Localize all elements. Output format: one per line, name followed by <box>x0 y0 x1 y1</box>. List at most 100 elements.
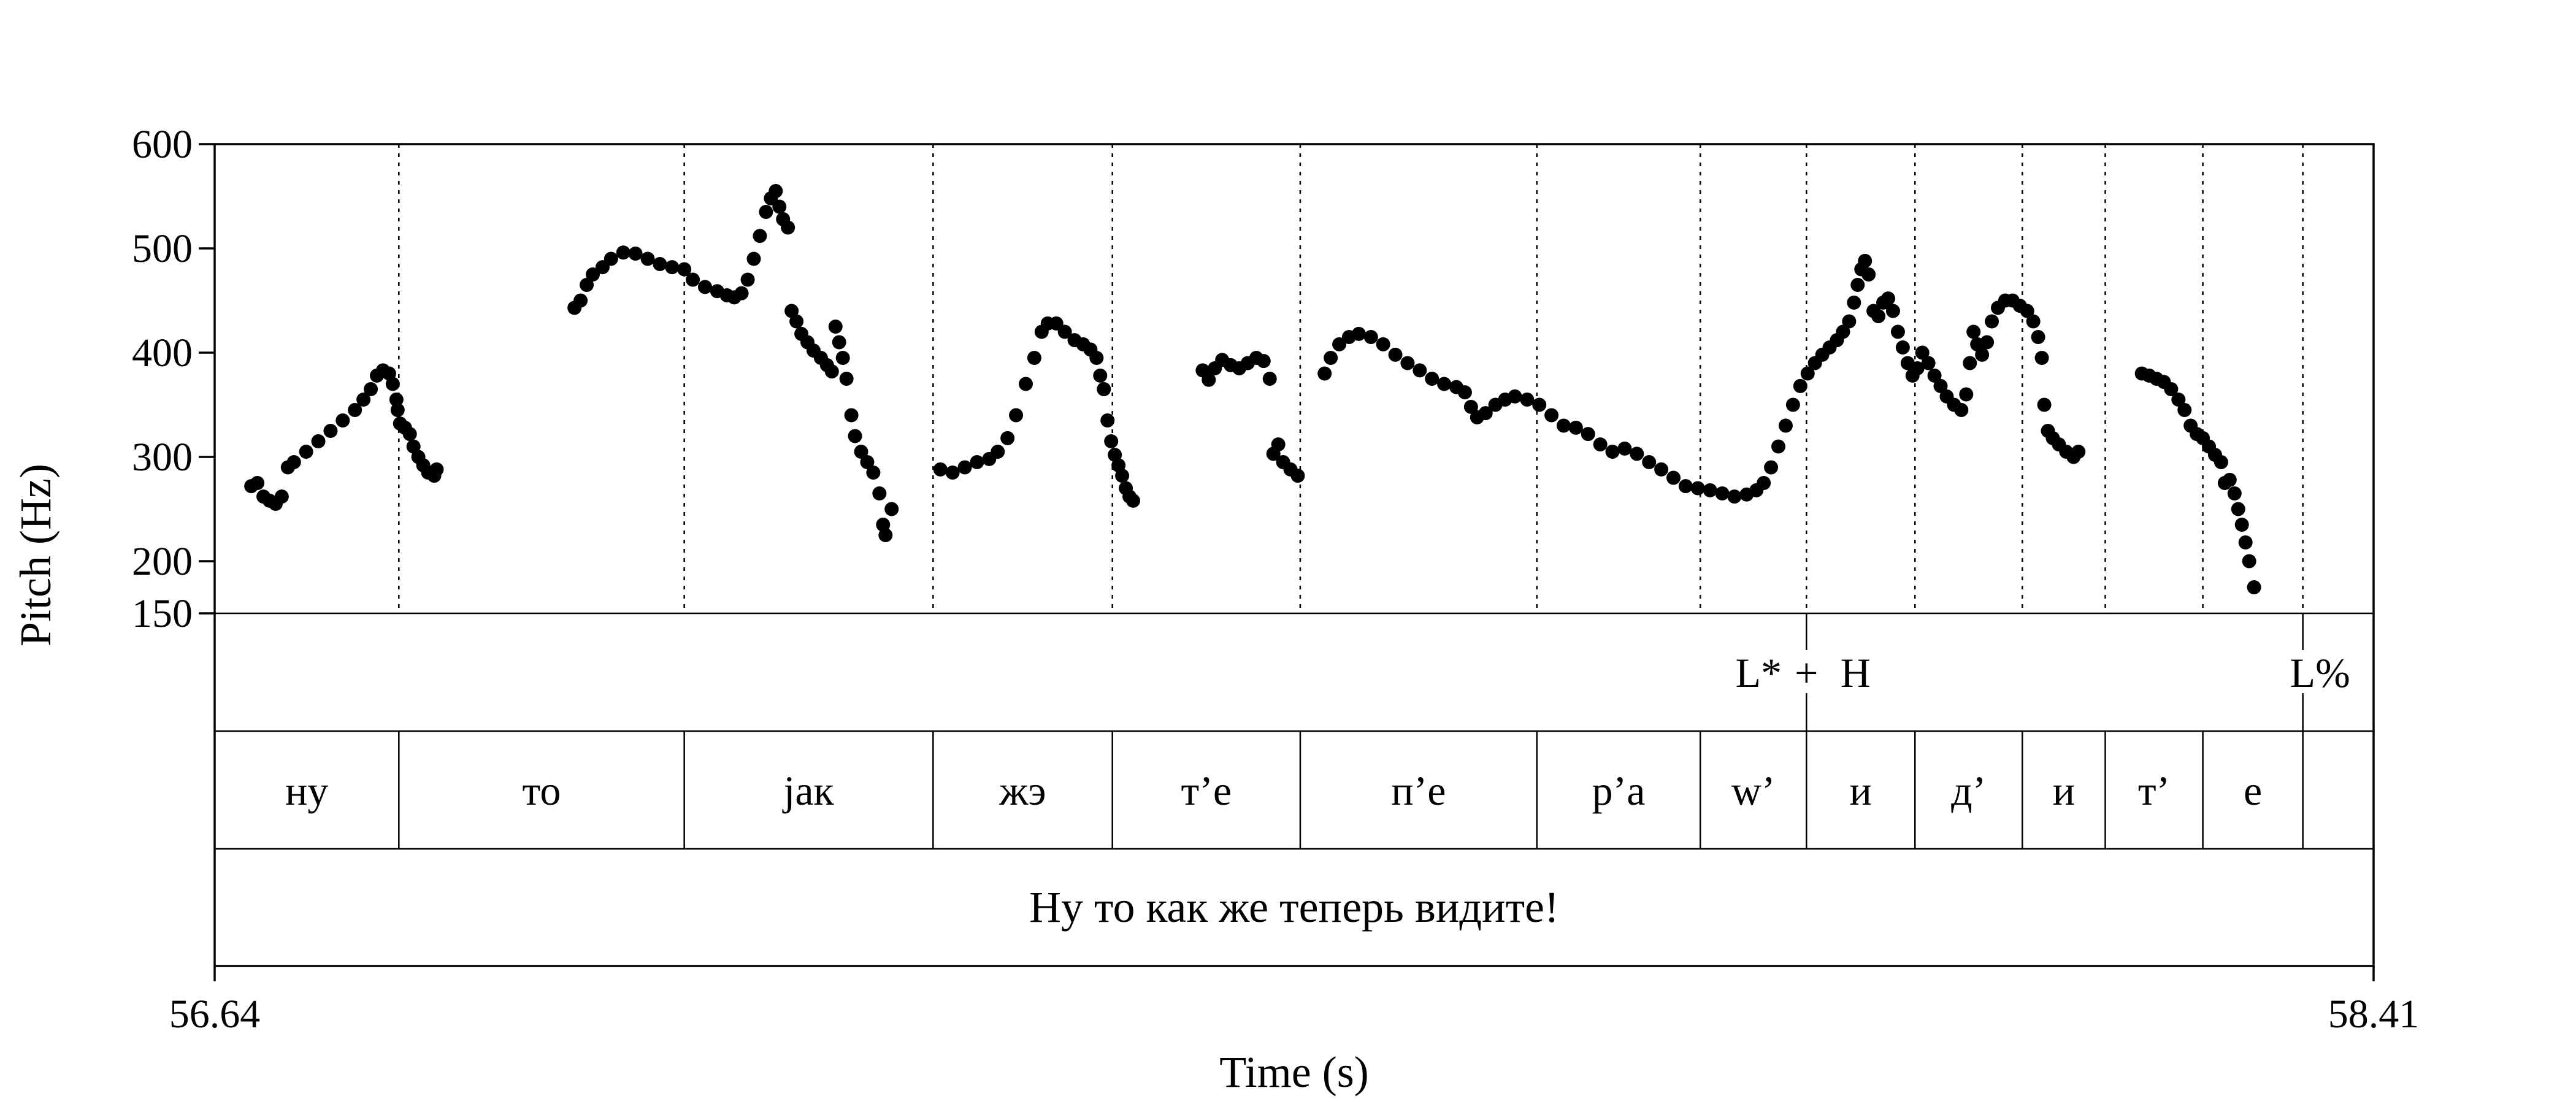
pitch-point <box>1262 372 1277 386</box>
pitch-point <box>1715 486 1730 500</box>
pitch-point <box>1921 356 1936 370</box>
pitch-point <box>1532 397 1547 412</box>
pitch-point <box>1437 377 1452 391</box>
pitch-point <box>1363 330 1378 344</box>
pitch-point <box>390 403 405 417</box>
pitch-point <box>299 445 313 459</box>
y-axis-title: Pitch (Hz) <box>11 464 60 646</box>
pitch-point <box>665 260 680 275</box>
pitch-point <box>1895 340 1910 355</box>
pitch-point <box>1642 455 1657 469</box>
pitch-point <box>1885 304 1900 318</box>
pitch-point <box>1771 439 1786 454</box>
pitch-point <box>2171 393 2186 407</box>
pitch-point <box>580 278 594 292</box>
segment-label: ну <box>285 767 328 814</box>
tone-label: L* <box>1735 650 1782 696</box>
pitch-point <box>740 272 755 287</box>
pitch-point <box>759 205 773 219</box>
pitch-point <box>1544 408 1559 423</box>
pitch-point <box>1963 356 1977 370</box>
segment-label: т’ <box>2138 767 2170 814</box>
pitch-point <box>789 314 804 329</box>
pitch-point <box>1027 351 1041 365</box>
segment-label: д’ <box>1951 767 1986 814</box>
pitch-point <box>1425 372 1439 386</box>
pitch-point <box>1959 387 1974 402</box>
pitch-point <box>832 335 846 350</box>
pitch-point <box>1690 481 1705 496</box>
pitch-point <box>1757 476 1771 490</box>
pitch-point <box>1654 462 1669 477</box>
pitch-point <box>1317 366 1332 381</box>
pitch-point <box>1400 356 1415 370</box>
segment-tier: ну то jак жэ т’е п’е р’а w’ и д’ и т’ е <box>285 731 2304 849</box>
pitch-point <box>1927 368 1942 383</box>
x-axis-title: Time (s) <box>1219 1048 1368 1097</box>
pitch-point <box>1000 431 1015 445</box>
pitch-point <box>860 455 875 469</box>
tone-label: H <box>1841 650 1871 696</box>
pitch-point <box>848 429 862 443</box>
pitch-point <box>1850 278 1865 292</box>
pitch-point <box>835 351 850 365</box>
pitch-point <box>1666 470 1681 485</box>
pitch-point <box>1605 445 1620 459</box>
pitch-point <box>1581 427 1595 442</box>
pitch-point <box>1847 295 1861 310</box>
pitch-point <box>585 267 600 282</box>
pitch-point <box>2227 486 2242 500</box>
segment-label: е <box>2244 767 2262 814</box>
pitch-point <box>1871 309 1886 323</box>
pitch-point <box>1089 351 1104 365</box>
pitch-point <box>2242 554 2256 569</box>
pitch-point <box>1271 437 1286 452</box>
plot-frame <box>213 143 2375 967</box>
pitch-point <box>1324 351 1338 365</box>
pitch-point <box>1463 399 1478 414</box>
pitch-point <box>828 320 843 334</box>
pitch-point <box>1793 378 1807 393</box>
pitch-point <box>1915 345 1930 360</box>
x-axis: 56.64 58.41 <box>169 966 2419 1037</box>
pitch-point <box>323 424 338 438</box>
pitch-point <box>1980 335 1995 350</box>
pitch-point <box>2164 382 2179 396</box>
pitch-point <box>2238 535 2253 550</box>
pitch-point <box>866 466 881 480</box>
pitch-point <box>1890 324 1905 339</box>
segment-boundaries <box>398 144 2304 613</box>
pitch-point <box>1727 489 1742 504</box>
pitch-point <box>1376 337 1390 351</box>
pitch-point <box>2026 314 2041 329</box>
pitch-point <box>364 382 378 396</box>
pitch-point <box>311 434 326 448</box>
y-tick-label: 150 <box>132 591 193 636</box>
pitch-point <box>2231 502 2245 516</box>
pitch-point <box>2247 580 2261 594</box>
pitch-point <box>844 408 859 423</box>
pitch-point <box>348 403 362 417</box>
pitch-point <box>1125 493 1140 508</box>
pitch-point <box>824 364 839 379</box>
pitch-point <box>604 251 618 266</box>
pitch-point <box>957 460 972 475</box>
pitch-point <box>1800 366 1815 381</box>
pitch-point <box>1557 418 1571 433</box>
pitch-point <box>429 462 444 477</box>
pitch-point <box>1861 267 1876 282</box>
segment-label: и <box>2053 767 2075 814</box>
pitch-point <box>2020 304 2034 318</box>
pitch-point <box>734 286 749 301</box>
y-tick-label: 600 <box>132 122 193 167</box>
pitch-point <box>274 489 289 504</box>
y-tick-label: 400 <box>132 331 193 375</box>
pitch-point <box>839 372 854 386</box>
pitch-point <box>389 393 404 407</box>
pitch-point <box>1966 324 1981 339</box>
pitch-point <box>1568 420 1583 435</box>
pitch-point <box>677 262 692 277</box>
pitch-point <box>1520 393 1535 407</box>
y-tick-label: 300 <box>132 435 193 480</box>
